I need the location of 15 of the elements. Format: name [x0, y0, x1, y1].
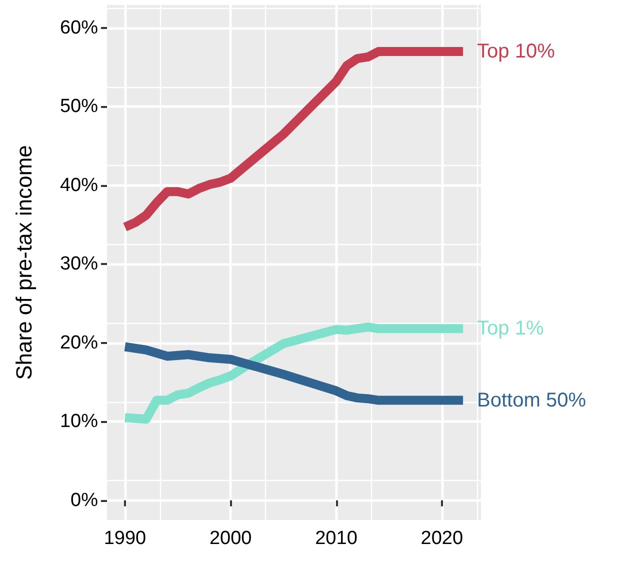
y-axis-title: Share of pre-tax income: [12, 145, 36, 380]
x-tick-label: 1990: [104, 528, 146, 549]
series-label: Top 1%: [477, 318, 544, 340]
y-tick-label: 0%: [70, 490, 98, 511]
y-tick-label: 10%: [60, 411, 98, 432]
series-label: Top 10%: [477, 40, 556, 62]
y-tick-label: 50%: [60, 96, 98, 118]
y-tick-label: 30%: [60, 254, 98, 275]
x-tick-label: 2000: [209, 528, 252, 549]
series-label: Bottom 50%: [477, 389, 586, 412]
y-tick-label: 60%: [60, 17, 98, 38]
x-tick-label: 2010: [315, 528, 358, 549]
x-tick-label: 2020: [420, 528, 464, 549]
y-tick-label: 20%: [60, 332, 98, 354]
y-tick-label: 40%: [60, 174, 98, 196]
